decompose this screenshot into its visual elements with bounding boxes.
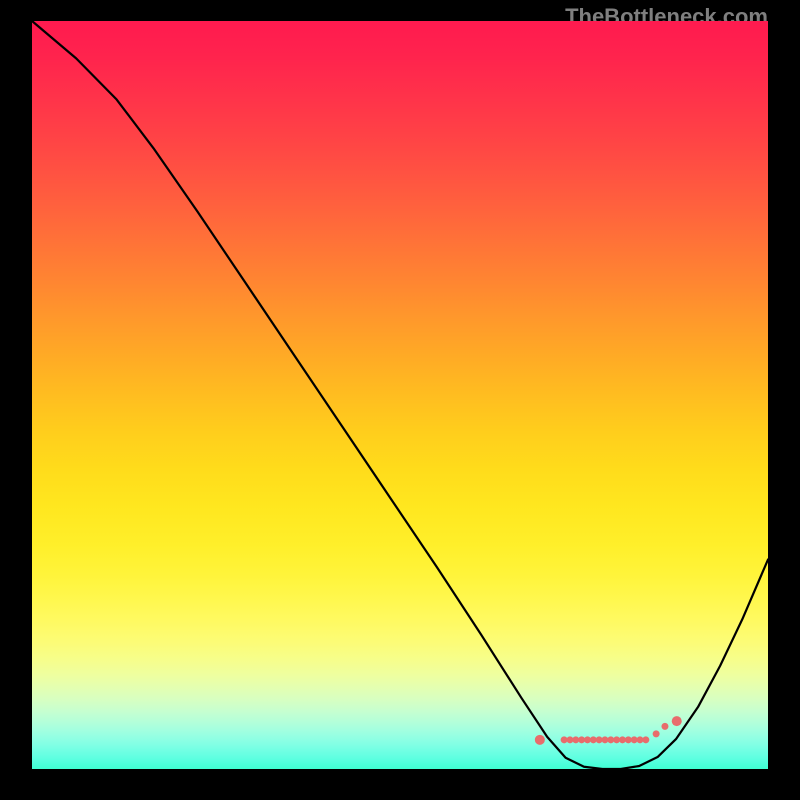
stage: TheBottleneck.com (0, 0, 800, 800)
valley-marker (661, 723, 668, 730)
valley-marker (642, 736, 649, 743)
valley-marker-end (672, 716, 682, 726)
chart-svg (0, 0, 800, 800)
valley-marker-start (535, 735, 545, 745)
valley-marker (653, 730, 660, 737)
